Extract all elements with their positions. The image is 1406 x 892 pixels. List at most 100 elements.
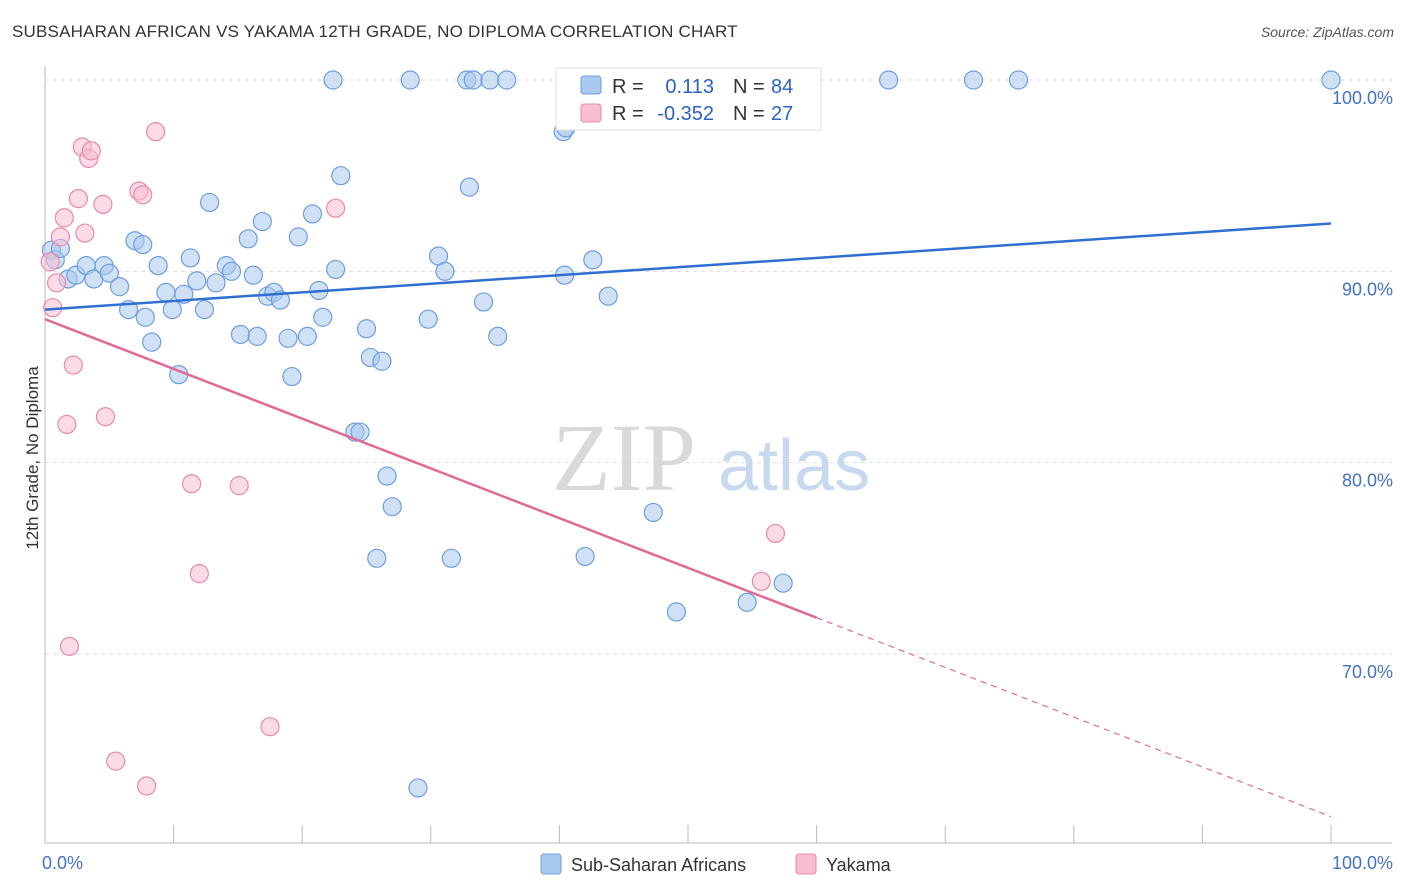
- sub-saharan-point-36: [282, 366, 302, 387]
- yakama-point-7: [63, 355, 83, 375]
- sub-saharan-point-65: [497, 70, 517, 90]
- sub-saharan-point-56: [441, 548, 461, 568]
- sub-saharan-point-29: [243, 265, 263, 285]
- series-sub-saharan-points: [41, 70, 1341, 798]
- sub-saharan-point-17: [162, 300, 182, 320]
- x-tick-labels: 0.0% 100.0%: [42, 853, 1393, 873]
- sub-saharan-point-38: [297, 326, 317, 346]
- watermark-zip: ZIP: [552, 404, 696, 511]
- sub-saharan-point-20: [180, 248, 200, 268]
- yakama-point-10: [75, 223, 95, 243]
- yakama-point-13: [93, 194, 113, 214]
- sub-saharan-point-67: [879, 70, 899, 90]
- sub-saharan-point-69: [1008, 70, 1029, 90]
- sub-saharan-point-82: [773, 573, 793, 593]
- sub-saharan-point-80: [737, 592, 757, 612]
- legend-swatch-yakama: [795, 853, 817, 875]
- yakama-point-15: [106, 751, 126, 771]
- yakama-point-8: [68, 189, 89, 209]
- trend-line-sub-saharan: [44, 222, 1332, 311]
- yakama-point-3: [50, 227, 71, 247]
- sub-saharan-point-79: [666, 602, 687, 622]
- sub-saharan-point-43: [331, 166, 351, 186]
- yakama-point-5: [57, 414, 77, 434]
- sub-saharan-point-77: [598, 286, 618, 306]
- sub-saharan-point-52: [408, 778, 428, 798]
- yakama-point-12: [81, 141, 101, 161]
- yakama-point-14: [95, 407, 116, 427]
- yakama-point-6: [59, 636, 80, 656]
- sub-saharan-point-35: [278, 328, 298, 348]
- sub-saharan-point-13: [135, 307, 155, 327]
- yakama-point-25: [751, 571, 771, 591]
- sub-saharan-point-24: [206, 273, 226, 293]
- stats-legend-r-label-blue: R =: [612, 76, 644, 98]
- stats-legend: R = 0.113 N = 84 R = -0.352 N = 27: [555, 67, 822, 131]
- sub-saharan-point-50: [377, 466, 397, 486]
- yakama-point-26: [765, 523, 786, 544]
- y-tick-labels: 70.0% 80.0% 90.0% 100.0%: [1332, 88, 1393, 682]
- sub-saharan-point-68: [963, 70, 984, 90]
- stats-legend-swatch-pink: [580, 103, 602, 123]
- yakama-point-17: [133, 185, 153, 205]
- sub-saharan-point-78: [643, 502, 663, 523]
- yakama-point-2: [46, 273, 67, 293]
- yakama-point-24: [326, 198, 346, 218]
- sub-saharan-point-74: [575, 546, 595, 567]
- trend-line-yakama: [44, 318, 818, 619]
- y-tick-label-0: 70.0%: [1342, 662, 1393, 682]
- sub-saharan-point-21: [187, 271, 207, 291]
- watermark: ZIP atlas: [552, 404, 870, 511]
- sub-saharan-point-16: [156, 282, 176, 302]
- source-credit: Source: ZipAtlas.com: [1260, 24, 1394, 40]
- sub-saharan-point-63: [463, 70, 483, 90]
- stats-legend-swatch-blue: [580, 75, 602, 95]
- sub-saharan-point-27: [230, 324, 251, 345]
- y-axis-label: 12th Grade, No Diploma: [23, 366, 42, 550]
- legend-label-sub-saharan: Sub-Saharan Africans: [571, 855, 746, 875]
- sub-saharan-point-22: [194, 300, 215, 320]
- x-tick-label-1: 100.0%: [1332, 853, 1393, 873]
- sub-saharan-point-39: [302, 204, 323, 224]
- y-tick-label-2: 90.0%: [1342, 279, 1393, 299]
- legend-swatch-sub-saharan: [540, 853, 562, 875]
- sub-saharan-point-42: [326, 259, 346, 280]
- sub-saharan-point-57: [459, 177, 479, 197]
- sub-saharan-point-14: [142, 332, 162, 352]
- y-tick-label-1: 80.0%: [1342, 471, 1393, 491]
- yakama-point-21: [189, 564, 209, 584]
- sub-saharan-point-23: [200, 192, 220, 213]
- sub-saharan-point-9: [109, 277, 130, 297]
- stats-legend-r-value-blue: 0.113: [665, 76, 714, 98]
- sub-saharan-point-51: [382, 497, 402, 517]
- yakama-point-19: [145, 122, 166, 142]
- stats-legend-r-value-pink: -0.352: [657, 103, 714, 125]
- watermark-atlas: atlas: [718, 426, 870, 506]
- series-yakama-points: [40, 122, 786, 796]
- yakama-point-0: [40, 252, 60, 272]
- sub-saharan-point-58: [473, 292, 494, 312]
- sub-saharan-point-60: [323, 70, 343, 90]
- sub-saharan-point-26: [221, 261, 242, 281]
- yakama-point-18: [136, 776, 157, 796]
- stats-legend-r-label-pink: R =: [612, 103, 644, 125]
- x-tick-label-0: 0.0%: [42, 853, 83, 873]
- sub-saharan-point-41: [313, 307, 333, 327]
- sub-saharan-point-59: [488, 326, 508, 346]
- yakama-point-20: [182, 474, 202, 494]
- trend-lines: [44, 222, 1332, 818]
- series-legend: Sub-Saharan Africans Yakama: [540, 853, 892, 875]
- chart-title: SUBSAHARAN AFRICAN VS YAKAMA 12TH GRADE,…: [12, 22, 738, 41]
- sub-saharan-point-8: [99, 263, 119, 283]
- stats-legend-n-value-pink: 27: [771, 103, 793, 125]
- sub-saharan-point-55: [435, 261, 455, 281]
- y-tick-label-3: 100.0%: [1332, 88, 1393, 108]
- sub-saharan-point-61: [400, 70, 420, 90]
- sub-saharan-point-76: [583, 250, 603, 270]
- yakama-point-22: [229, 476, 249, 496]
- sub-saharan-point-48: [367, 548, 387, 568]
- sub-saharan-point-15: [148, 255, 168, 276]
- trend-line-yakama-extension: [816, 617, 1332, 818]
- sub-saharan-point-70: [1321, 70, 1341, 90]
